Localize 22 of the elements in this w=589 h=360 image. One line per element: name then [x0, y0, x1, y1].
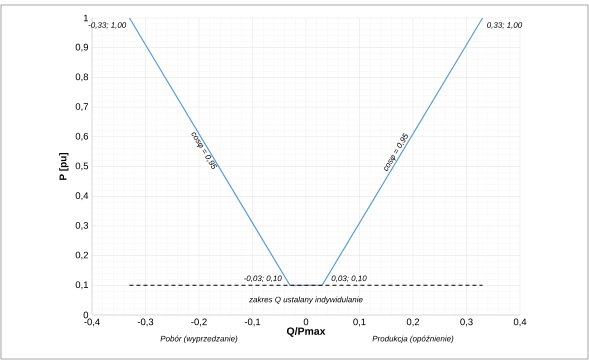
x-tick-label: 0,1 [353, 318, 366, 326]
y-tick-label: 0,1 [76, 281, 88, 290]
x-tick-label: 0,2 [406, 318, 420, 326]
y-axis-title: P [pu] [59, 152, 68, 180]
x-tick-label: 0,3 [460, 318, 473, 326]
y-tick-label: 0,5 [76, 162, 88, 170]
x-tick-label: -0,3 [138, 318, 154, 326]
x-tick-label: -0,4 [84, 318, 100, 326]
x-tick-label: 0,4 [514, 318, 526, 326]
x-tick-label: -0,2 [191, 318, 207, 326]
x-tick-label: 0 [304, 318, 308, 326]
y-tick-label: 0,9 [76, 44, 88, 52]
y-tick-label: 0,3 [76, 222, 88, 230]
y-tick-label: 0,2 [76, 252, 88, 260]
y-tick-label: 1 [84, 14, 88, 22]
y-tick-label: 0,4 [76, 192, 88, 200]
y-tick-label: 0,7 [76, 103, 88, 112]
x-axis-title: Q/Pmax [286, 327, 326, 337]
y-tick-label: 0,6 [76, 132, 88, 141]
x-tick-label: -0,1 [244, 318, 260, 326]
y-tick-label: 0,8 [76, 73, 88, 82]
y-tick-label: 0 [84, 312, 88, 318]
